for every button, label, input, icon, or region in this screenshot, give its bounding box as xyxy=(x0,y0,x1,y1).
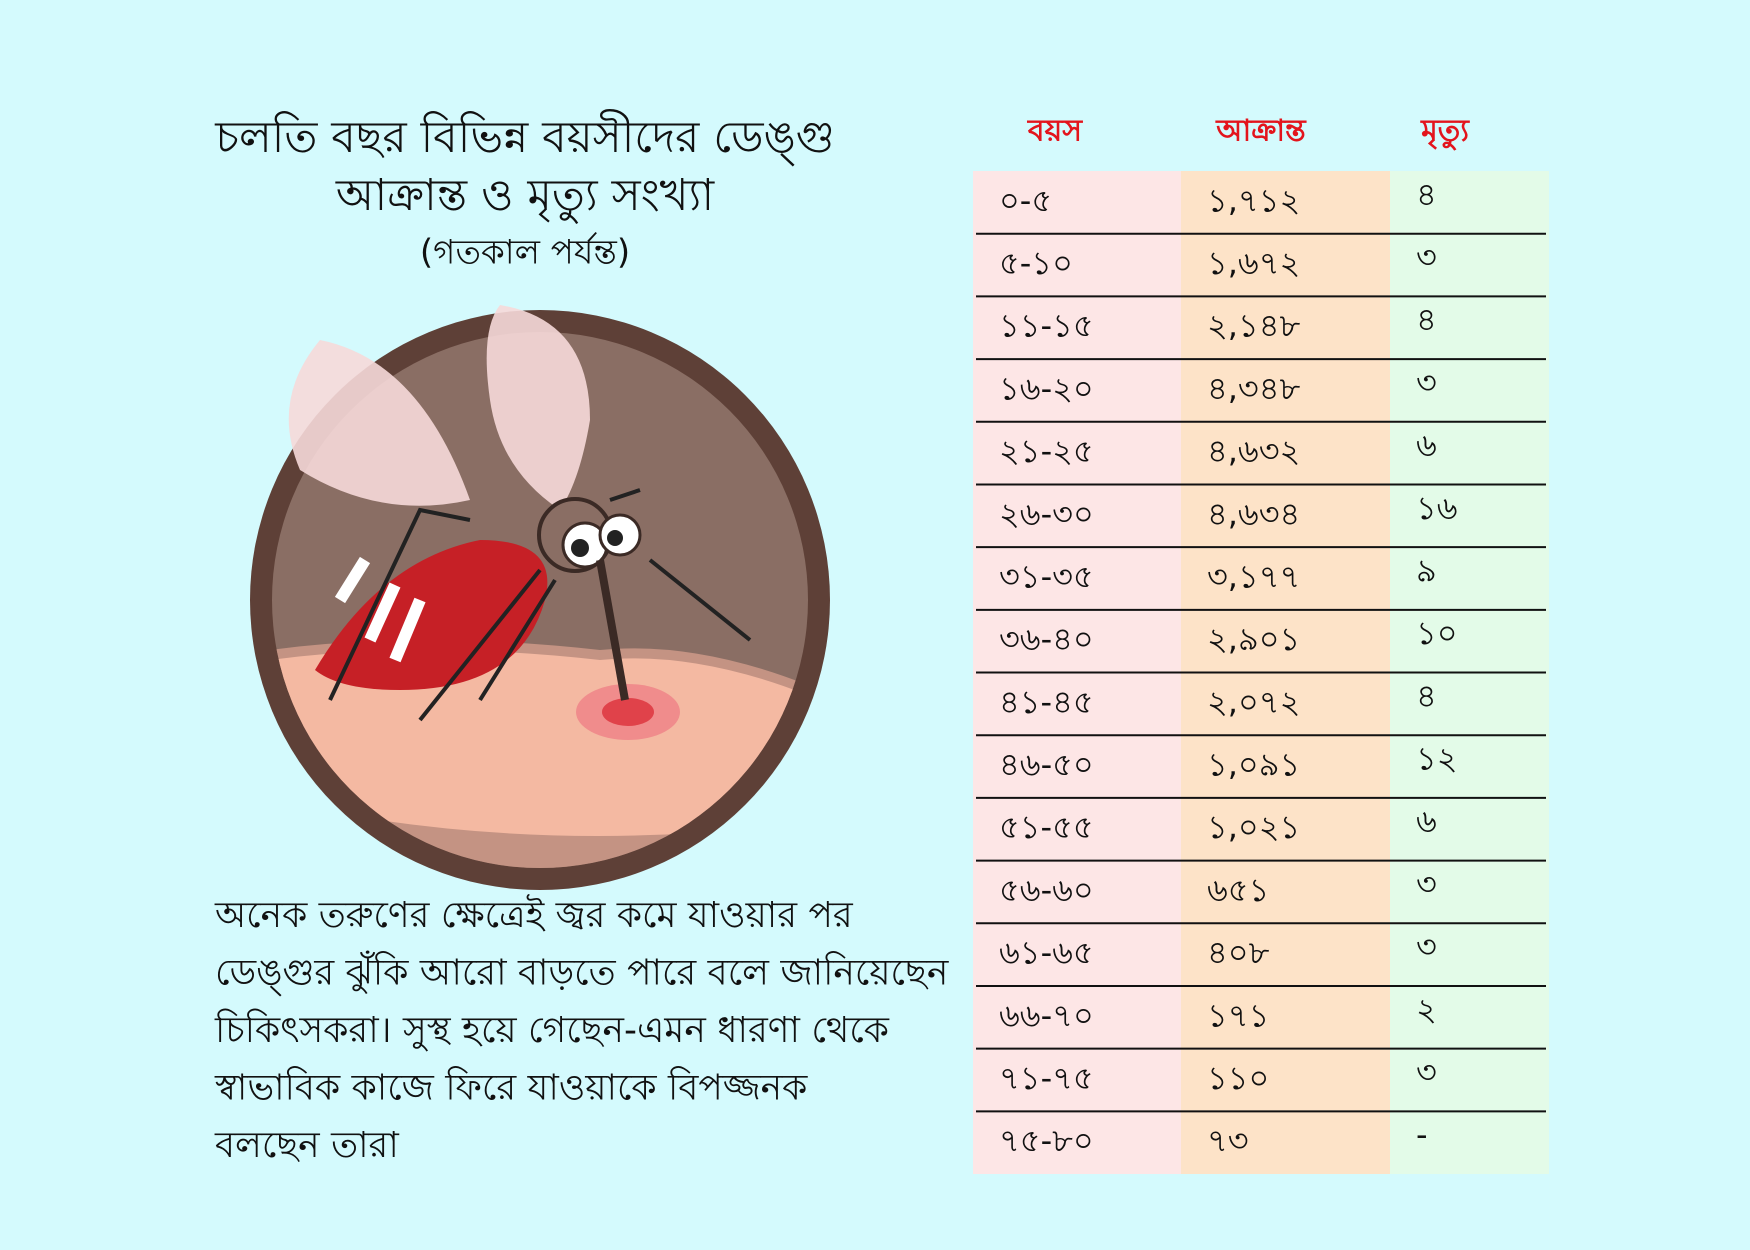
table-cell: ৬ xyxy=(1416,426,1437,464)
note-line: অনেক তরুণের ক্ষেত্রেই জ্বর কমে যাওয়ার প… xyxy=(214,894,854,936)
table-cell: ৪,৬৩২ xyxy=(1207,432,1300,470)
table-cell: ৪,৬৩৪ xyxy=(1207,495,1300,533)
table-cell: ৩ xyxy=(1416,865,1437,903)
table-cell: ১০ xyxy=(1416,614,1458,652)
table-cell: ২,১৪৮ xyxy=(1207,307,1301,345)
note-line: বলছেন তারা xyxy=(214,1125,399,1166)
table-cell: ১১০ xyxy=(1207,1059,1269,1097)
table-cell: ১২ xyxy=(1416,740,1458,778)
table-cell: ১,০৯১ xyxy=(1207,746,1300,784)
table-cell: ২,৯০১ xyxy=(1207,620,1300,658)
table-cell: ৫১-৫৫ xyxy=(999,808,1094,846)
table-cell: ১৭১ xyxy=(1207,996,1269,1034)
table-cell: ৩,১৭৭ xyxy=(1207,557,1300,595)
table-cell: ১,৭১২ xyxy=(1207,181,1300,219)
table-cell: ০-৫ xyxy=(999,181,1052,219)
table-cell: ৩ xyxy=(1416,238,1437,276)
table-cell: ৩ xyxy=(1416,928,1437,966)
table-cell: ২১-২৫ xyxy=(999,432,1094,470)
title-line: চলতি বছর বিভিন্ন বয়সীদের ডেঙ্গু xyxy=(214,109,835,166)
column-header: আক্রান্ত xyxy=(1215,114,1307,149)
table-cell: ৭৩ xyxy=(1207,1122,1249,1160)
table-cell: ৪ xyxy=(1416,677,1437,715)
table-cell: ২,০৭২ xyxy=(1207,683,1300,721)
table-cell: ৪০৮ xyxy=(1207,934,1270,972)
table-cell: ৫-১০ xyxy=(999,244,1073,282)
table-cell: ৪,৩৪৮ xyxy=(1207,369,1301,407)
subtitle: (গতকাল পর্যন্ত) xyxy=(420,232,630,273)
note-line: স্বাভাবিক কাজে ফিরে যাওয়াকে বিপজ্জনক xyxy=(214,1067,808,1109)
column-header: বয়স xyxy=(1027,114,1083,149)
table-cell: ১৬ xyxy=(1416,489,1458,527)
table-cell: ৪১-৪৫ xyxy=(999,683,1094,721)
table-cell: ১,৬৭২ xyxy=(1207,244,1300,282)
table-cell: ১৬-২০ xyxy=(999,369,1094,407)
table-cell: ৬৬-৭০ xyxy=(999,996,1094,1034)
note-line: চিকিৎসকরা। সুস্থ হয়ে গেছেন-এমন ধারণা থে… xyxy=(214,1009,890,1052)
table-cell: ৭৫-৮০ xyxy=(999,1122,1094,1160)
table-cell: ১,০২১ xyxy=(1207,808,1300,846)
table-cell: - xyxy=(1416,1116,1428,1154)
table-cell: ২ xyxy=(1416,990,1437,1028)
mosquito-illustration xyxy=(250,305,830,890)
table-cell: ৩৬-৪০ xyxy=(999,620,1094,658)
table-cell: ৪ xyxy=(1416,301,1437,339)
table-cell: ৯ xyxy=(1416,551,1437,589)
table-cell: ৩১-৩৫ xyxy=(999,557,1094,595)
table-cell: ৪ xyxy=(1416,175,1437,213)
table-cell: ৫৬-৬০ xyxy=(999,871,1094,909)
table-cell: ৬৫১ xyxy=(1207,871,1269,909)
table-cell: ৬ xyxy=(1416,802,1437,840)
column-header: মৃত্যু xyxy=(1420,114,1470,151)
table-cell: ৬১-৬৫ xyxy=(999,934,1094,972)
table-cell: ৩ xyxy=(1416,1053,1437,1091)
note-line: ডেঙ্গুর ঝুঁকি আরো বাড়তে পারে বলে জানিয়… xyxy=(215,950,949,996)
title-line: আক্রান্ত ও মৃত্যু সংখ্যা xyxy=(335,170,715,224)
table-cell: ৩ xyxy=(1416,363,1437,401)
table-cell: ৪৬-৫০ xyxy=(999,746,1094,784)
table-cell: ৭১-৭৫ xyxy=(999,1059,1094,1097)
table-cell: ২৬-৩০ xyxy=(999,495,1094,533)
table-cell: ১১-১৫ xyxy=(999,307,1094,345)
